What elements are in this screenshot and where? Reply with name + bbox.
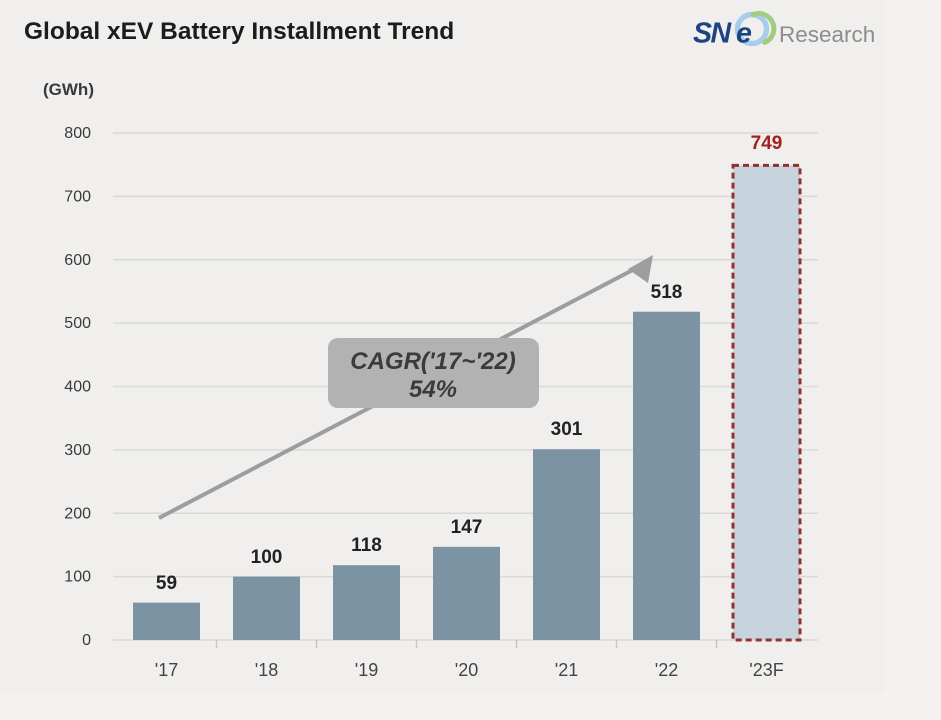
svg-text:'23F: '23F <box>749 660 783 680</box>
svg-text:700: 700 <box>64 188 91 205</box>
svg-text:518: 518 <box>651 282 683 303</box>
svg-text:'21: '21 <box>555 660 578 680</box>
svg-text:301: 301 <box>551 419 583 440</box>
svg-text:'20: '20 <box>455 660 478 680</box>
svg-text:'22: '22 <box>655 660 678 680</box>
svg-text:749: 749 <box>751 133 783 154</box>
svg-text:100: 100 <box>64 569 91 586</box>
svg-text:59: 59 <box>156 573 177 594</box>
svg-text:100: 100 <box>251 547 283 568</box>
svg-text:400: 400 <box>64 379 91 396</box>
svg-text:147: 147 <box>451 517 483 538</box>
svg-text:CAGR('17~'22): CAGR('17~'22) <box>350 348 515 375</box>
svg-text:600: 600 <box>64 252 91 269</box>
svg-text:'18: '18 <box>255 660 278 680</box>
svg-text:118: 118 <box>351 535 382 556</box>
svg-text:800: 800 <box>64 125 91 142</box>
svg-text:'17: '17 <box>155 660 178 680</box>
svg-text:300: 300 <box>64 442 91 459</box>
svg-text:54%: 54% <box>409 376 457 403</box>
svg-text:'19: '19 <box>355 660 378 680</box>
svg-text:500: 500 <box>64 315 91 332</box>
svg-text:0: 0 <box>82 632 91 649</box>
svg-text:200: 200 <box>64 505 91 522</box>
